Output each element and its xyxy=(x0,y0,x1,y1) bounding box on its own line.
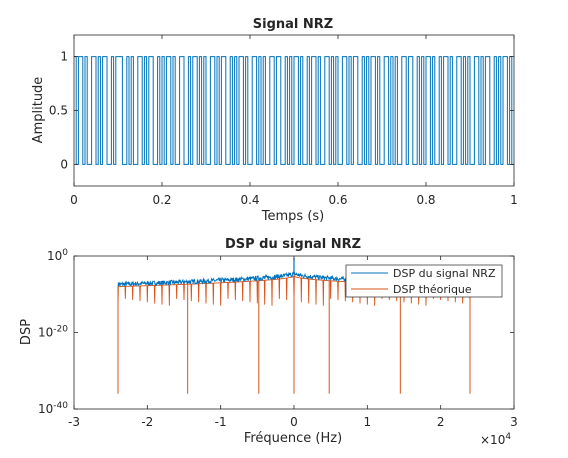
dsp-x-label: Fréquence (Hz) xyxy=(244,431,342,446)
dsp-legend: DSP du signal NRZ DSP théorique xyxy=(345,264,503,298)
x-tick-label: 0.2 xyxy=(152,193,171,207)
y-tick-label: 10-20 xyxy=(38,325,68,340)
x-tick-label: 3 xyxy=(510,415,518,429)
signal-nrz-axes: Signal NRZ 0 0.2 0.4 0.6 0.8 1 00.51 Temps (s… xyxy=(31,17,518,224)
x-tick-label: 0 xyxy=(70,193,78,207)
legend-box xyxy=(345,264,503,298)
legend-label-dsp-theory: DSP théorique xyxy=(393,283,472,296)
dsp-x-ticks: -3 -2 -1 0 1 2 3 xyxy=(68,256,518,429)
dsp-title: DSP du signal NRZ xyxy=(225,237,361,252)
dsp-y-label: DSP xyxy=(19,319,34,345)
x-tick-label: -2 xyxy=(141,415,153,429)
x-tick-label: -1 xyxy=(215,415,227,429)
signal-nrz-x-label: Temps (s) xyxy=(261,209,324,224)
x-tick-label: -3 xyxy=(68,415,80,429)
y-tick-label: 100 xyxy=(47,248,68,263)
y-tick-label: 1 xyxy=(60,50,68,64)
dsp-axes: DSP du signal NRZ -3 -2 -1 0 1 2 3 10-4010-201… xyxy=(19,237,518,447)
dsp-y-ticks: 10-40 10-20 100 xyxy=(38,248,514,416)
x-tick-label: 0.4 xyxy=(240,193,259,207)
x-tick-label: 1 xyxy=(510,193,518,207)
signal-nrz-y-label: Amplitude xyxy=(31,77,46,144)
signal-nrz-x-ticks: 0 0.2 0.4 0.6 0.8 1 xyxy=(70,35,518,207)
signal-nrz-y-ticks: 00.51 xyxy=(49,50,514,171)
x-tick-label: 1 xyxy=(364,415,372,429)
y-tick-label: 0.5 xyxy=(49,104,68,118)
x-tick-label: 2 xyxy=(437,415,445,429)
x-tick-label: 0.8 xyxy=(416,193,435,207)
legend-label-dsp-signal: DSP du signal NRZ xyxy=(393,267,496,280)
dsp-x-exponent: ×104 xyxy=(480,432,511,447)
x-tick-label: 0 xyxy=(290,415,298,429)
signal-nrz-plot-area xyxy=(74,56,514,165)
signal-nrz-title: Signal NRZ xyxy=(253,17,333,32)
signal-nrz-line xyxy=(74,56,514,165)
y-tick-label: 0 xyxy=(60,157,68,171)
y-tick-label: 10-40 xyxy=(38,401,68,416)
x-tick-label: 0.6 xyxy=(328,193,347,207)
